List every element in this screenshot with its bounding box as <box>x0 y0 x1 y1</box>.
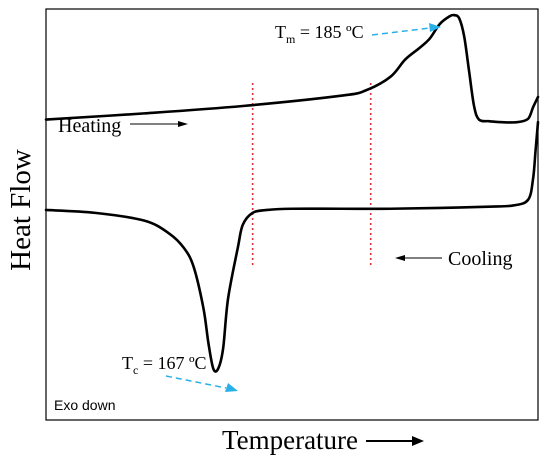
exo-down-note: Exo down <box>54 397 115 413</box>
tm-subscript: m <box>286 32 296 46</box>
heating-label: Heating <box>58 115 188 137</box>
cooling-label: Cooling <box>395 248 512 270</box>
x-axis-label: Temperature <box>222 425 358 455</box>
tm-arrow <box>371 27 431 36</box>
tc-value: = 167 ºC <box>138 353 206 373</box>
cooling-label-text: Cooling <box>448 248 512 270</box>
x-axis-arrow <box>366 436 424 446</box>
tm-label: Tm = 185 ºC <box>275 22 364 46</box>
plot-frame <box>45 8 539 421</box>
tc-symbol: T <box>122 353 133 373</box>
tc-annotation: Tc = 167 ºC <box>122 353 238 392</box>
tc-subscript: c <box>133 363 138 377</box>
tm-annotation: Tm = 185 ºC <box>275 22 441 46</box>
tm-value: = 185 ºC <box>295 22 363 42</box>
cooling-curve <box>44 120 540 373</box>
y-axis-label: Heat Flow <box>5 149 37 271</box>
tc-arrow <box>165 375 227 389</box>
tc-label: Tc = 167 ºC <box>122 353 207 377</box>
tm-symbol: T <box>275 22 286 42</box>
heating-curve <box>44 13 540 124</box>
heating-label-text: Heating <box>58 115 121 137</box>
